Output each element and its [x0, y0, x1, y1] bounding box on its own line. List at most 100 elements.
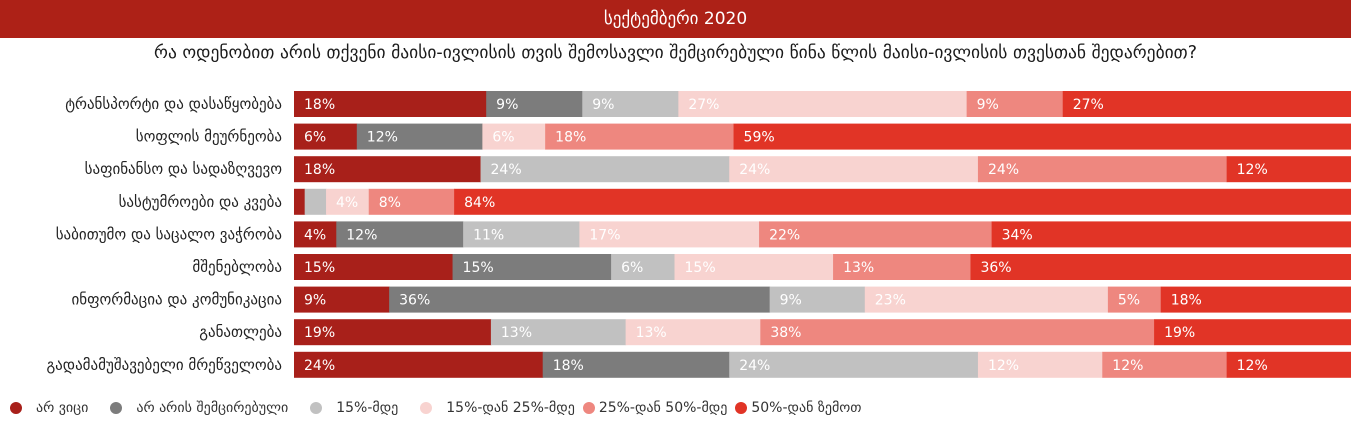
data-label: 27%: [1073, 97, 1104, 113]
data-label: 38%: [770, 325, 801, 341]
data-label: 23%: [875, 293, 906, 309]
bar-segment: [1160, 286, 1351, 313]
stacked-bar-chart: 18% 9% 9% 27% 9% 27% 6% 12% 6% 18% 59% 18% 24% 24% 24%…: [46, 91, 1351, 378]
data-label: 9%: [496, 97, 518, 113]
bar-segment: [294, 319, 492, 346]
legend-swatch-icon: [10, 402, 22, 414]
bar-segment: [294, 91, 487, 117]
data-label: 12%: [988, 358, 1019, 374]
bar-segment: [1062, 91, 1351, 117]
category-label: გადამამუშავებელი მრეწველობა: [46, 356, 282, 374]
bar-segment: [582, 91, 679, 117]
bar-segment: [729, 351, 979, 378]
data-label: 36%: [399, 293, 430, 309]
category-label: ინფორმაცია და კომუნიკაცია: [72, 291, 282, 309]
legend-label: 25%-დან 50%-მდე: [598, 400, 728, 416]
category-label: სოფლის მეურნეობა: [136, 128, 282, 146]
bar-segment: [336, 221, 464, 248]
bar-segment: [452, 254, 612, 280]
bar-segment: [454, 188, 1351, 215]
data-label: 13%: [636, 325, 667, 341]
legend-label: 15%-მდე: [336, 400, 399, 416]
data-label: 18%: [304, 162, 335, 178]
data-label: 8%: [379, 195, 401, 211]
bar-segment: [326, 188, 370, 215]
bar-segment: [759, 221, 993, 248]
bar-segment: [389, 286, 771, 313]
bar-segment: [294, 351, 544, 378]
data-label: 24%: [988, 162, 1019, 178]
data-label: 9%: [977, 97, 999, 113]
header-title: სექტემბერი 2020: [603, 9, 748, 29]
bar-segment: [294, 221, 337, 248]
category-label: ტრანსპორტი და დასაწყობება: [65, 95, 282, 113]
data-label: 13%: [501, 325, 532, 341]
bar-segment: [545, 123, 735, 150]
bar-segment: [480, 156, 730, 183]
bar-segment: [294, 188, 306, 215]
legend-swatch-icon: [420, 402, 433, 414]
legend-item: 50%-დან ზემოთ: [735, 400, 862, 416]
legend-swatch-icon: [582, 402, 595, 414]
data-label: 15%: [463, 260, 494, 276]
data-label: 34%: [1002, 227, 1033, 243]
data-label: 18%: [553, 358, 584, 374]
bar-segment: [579, 221, 760, 248]
bar-segment: [482, 123, 546, 150]
legend-label: 15%-დან 25%-მდე: [446, 400, 575, 416]
legend-item: 15%-მდე: [310, 400, 398, 416]
bar-segment: [463, 221, 580, 248]
bar-segment: [356, 123, 483, 150]
chart-legend: არ ვიცი არ არის შემცირებული 15%-მდე 15%-დან…: [10, 398, 870, 418]
data-label: 13%: [843, 260, 874, 276]
legend-swatch-icon: [110, 402, 123, 414]
bar-segment: [674, 254, 834, 280]
data-label: 6%: [304, 130, 326, 146]
data-label: 24%: [304, 358, 335, 374]
data-label: 27%: [688, 97, 719, 113]
bar-segment: [294, 156, 482, 183]
category-label: სასტუმროები და კვება: [119, 193, 282, 211]
data-label: 24%: [491, 162, 522, 178]
bar-segment: [977, 156, 1228, 183]
legend-label: არ ვიცი: [36, 400, 89, 416]
legend-swatch-icon: [735, 402, 748, 414]
bar-segment: [490, 319, 627, 346]
bar-segment: [294, 254, 454, 280]
bar-segment: [760, 319, 1155, 346]
bar-segment: [991, 221, 1351, 248]
legend-item: 15%-დან 25%-მდე: [420, 400, 575, 416]
data-label: 9%: [304, 293, 326, 309]
bar-segment: [625, 319, 761, 346]
data-label: 15%: [685, 260, 716, 276]
legend-item: არ არის შემცირებული: [110, 400, 288, 416]
data-label: 6%: [621, 260, 643, 276]
chart-question: რა ოდენობით არის თქვენი მაისი-ივლისის თვ…: [154, 43, 1197, 63]
data-label: 9%: [780, 293, 802, 309]
data-label: 4%: [304, 227, 326, 243]
data-label: 24%: [739, 162, 770, 178]
bar-segment: [1154, 319, 1351, 346]
chart-header: სექტემბერი 2020: [0, 0, 1351, 38]
bar-segment: [970, 254, 1351, 280]
category-labels: ტრანსპორტი და დასაწყობება სოფლის მეურნეობ…: [46, 95, 282, 374]
legend-swatch-icon: [310, 402, 323, 414]
data-label: 84%: [464, 195, 495, 211]
bar-segment: [611, 254, 676, 280]
data-label: 19%: [1164, 325, 1195, 341]
data-label: 4%: [336, 195, 358, 211]
bar-segment: [1107, 286, 1162, 313]
bar-segment: [833, 254, 971, 280]
data-label: 18%: [304, 97, 335, 113]
legend-label: 50%-დან ზემოთ: [751, 400, 862, 416]
bar-segment: [294, 286, 390, 313]
category-label: მშენებლობა: [192, 258, 282, 276]
data-label: 22%: [769, 227, 800, 243]
bar-segment: [864, 286, 1109, 313]
data-label: 18%: [555, 130, 586, 146]
category-label: საფინანსო და სადაზღვევო: [85, 160, 283, 178]
data-label: 18%: [1171, 293, 1202, 309]
data-label: 15%: [304, 260, 335, 276]
data-label: 36%: [980, 260, 1011, 276]
bar-segment: [678, 91, 968, 117]
